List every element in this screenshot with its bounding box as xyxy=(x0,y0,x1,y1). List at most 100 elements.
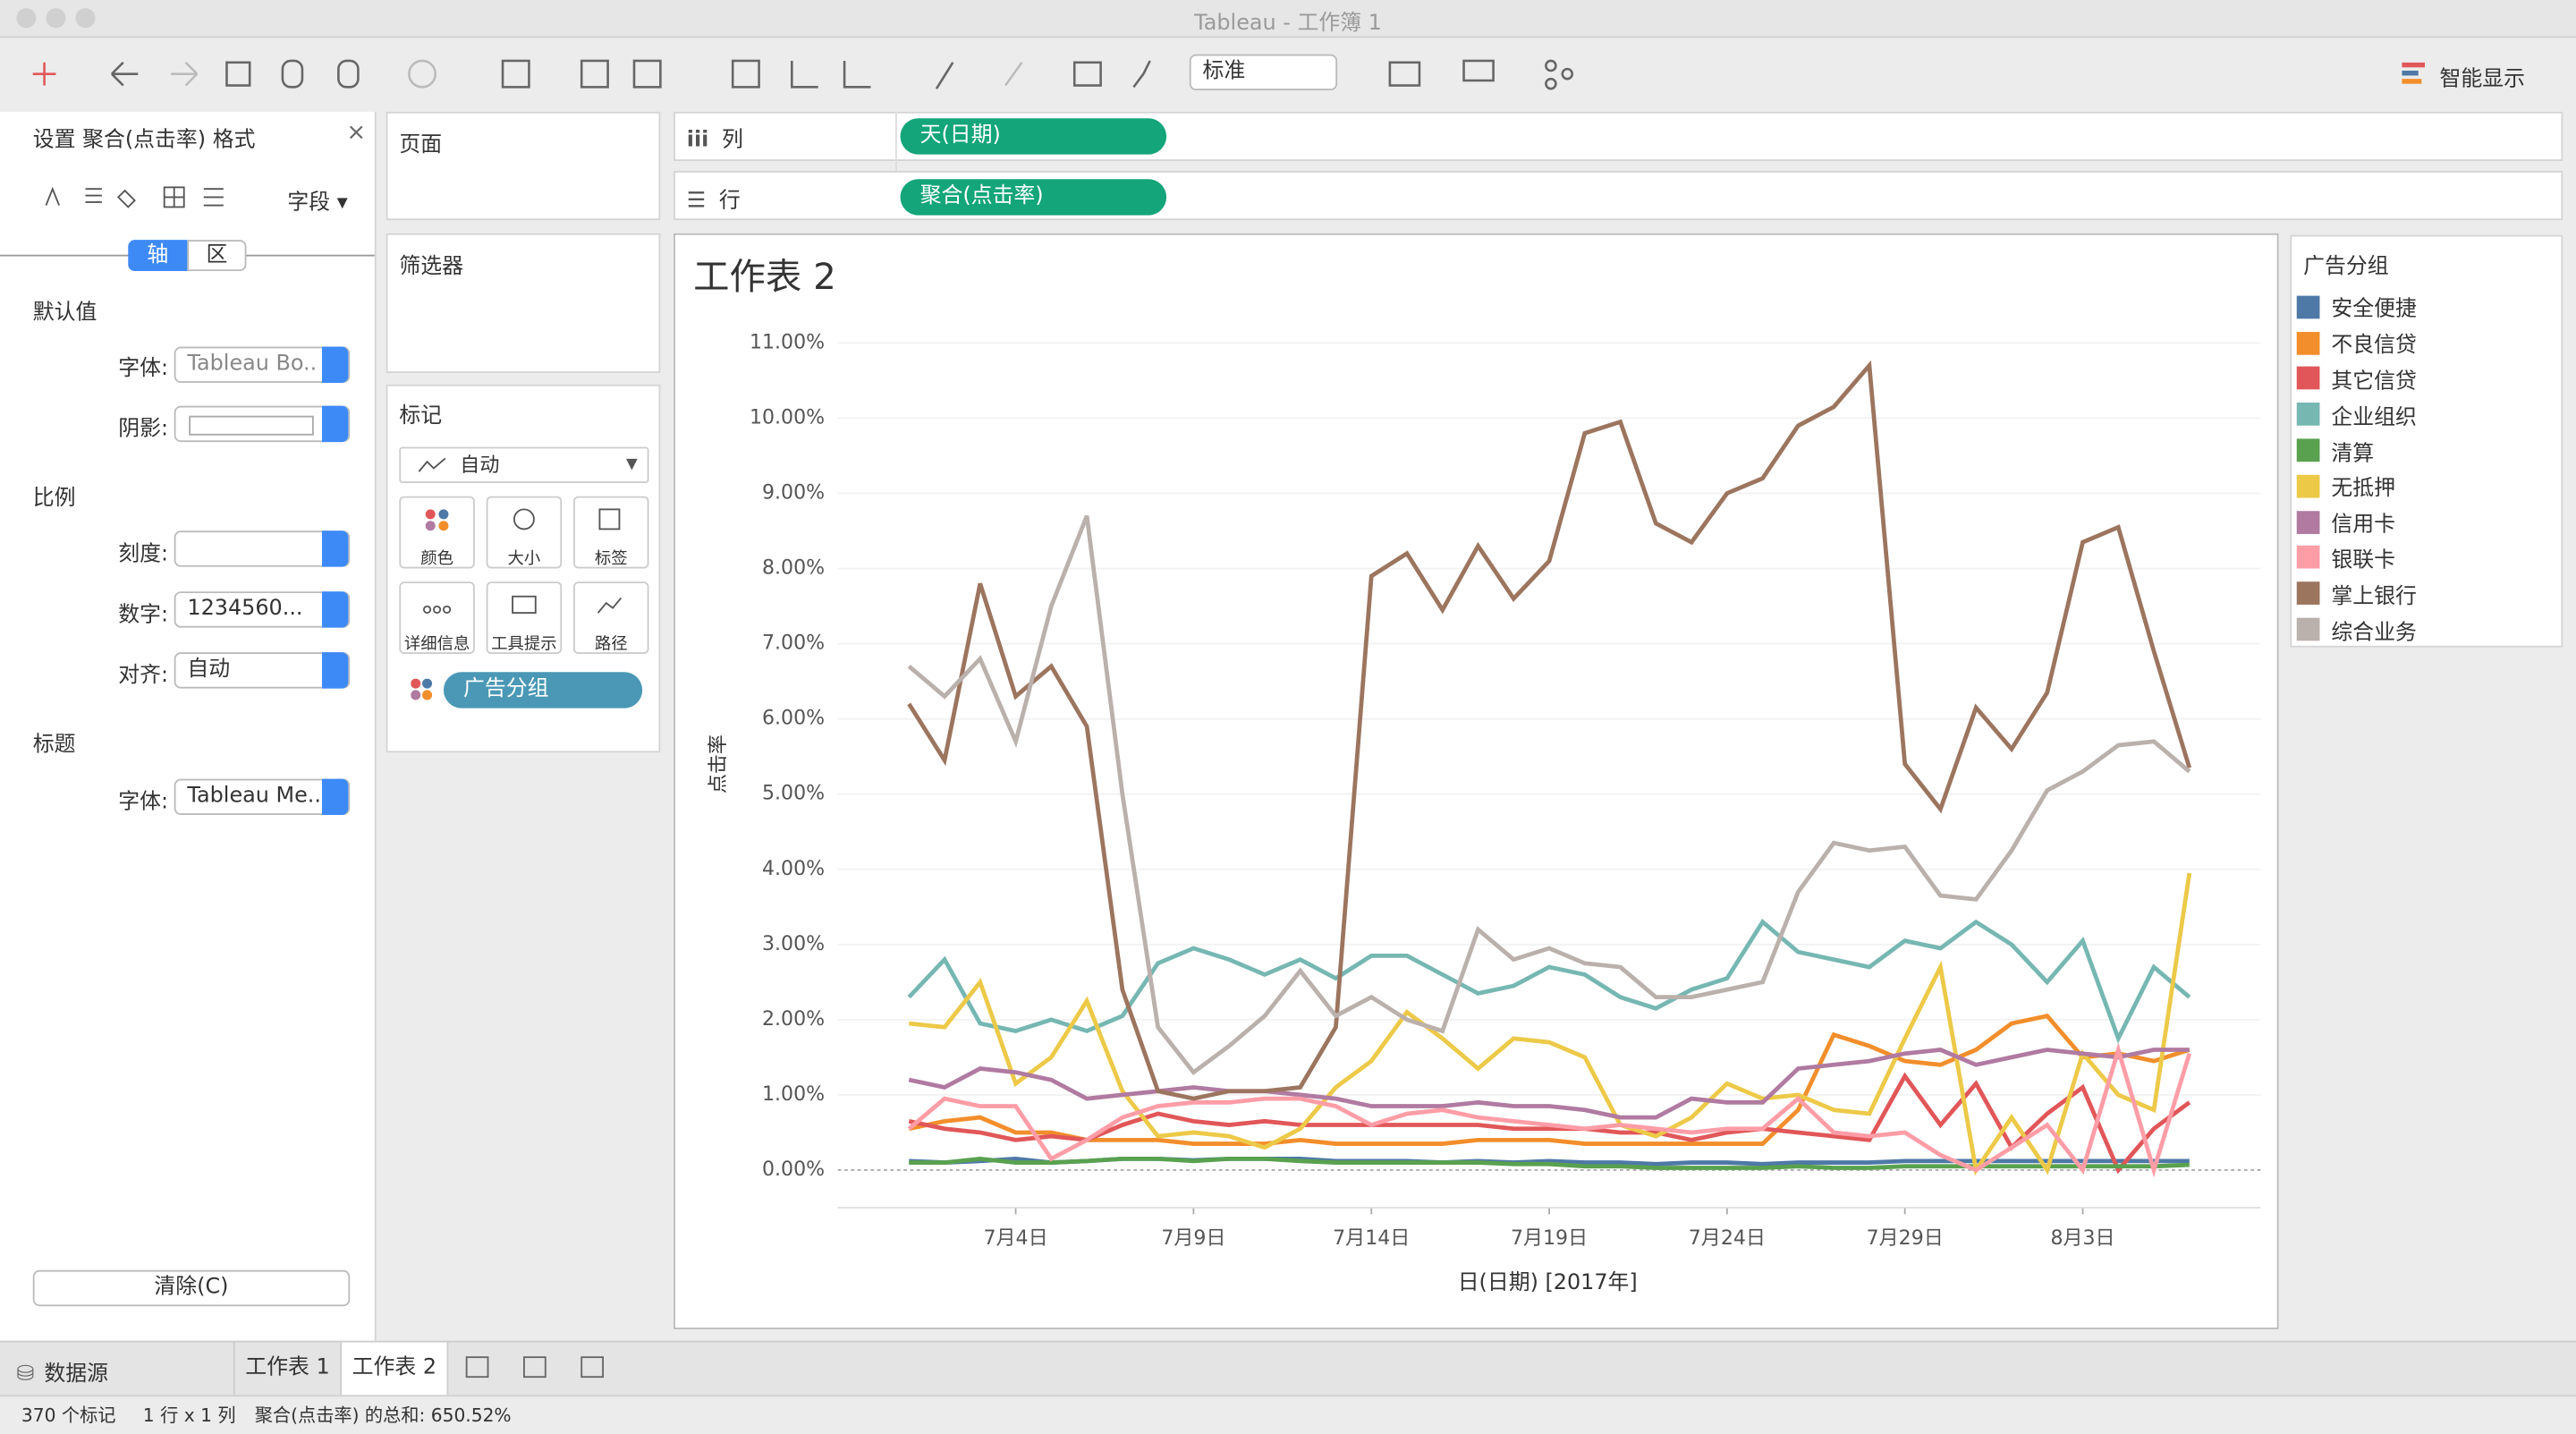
legend-item[interactable]: 信用卡 xyxy=(2296,504,2417,539)
clear-button[interactable]: 清除(C) xyxy=(32,1269,351,1307)
legend-label: 其它信贷 xyxy=(2331,369,2417,395)
legend-label: 企业组织 xyxy=(2331,405,2417,430)
legend-swatch xyxy=(2296,546,2320,570)
pages-title: 页面 xyxy=(399,132,443,158)
legend xyxy=(2290,234,2563,648)
window-title: Tableau - 工作簿 1 xyxy=(1194,11,1382,37)
y-tick-label: 1.00% xyxy=(762,1083,825,1106)
rows-label: 行 xyxy=(718,189,741,214)
tick-select[interactable] xyxy=(174,530,351,567)
legend-label: 清算 xyxy=(2331,441,2375,466)
legend-swatch xyxy=(2296,295,2320,319)
legend-item[interactable]: 企业组织 xyxy=(2296,396,2417,432)
x-tick-label: 7月9日 xyxy=(1161,1227,1225,1250)
status-sum: 聚合(点击率) 的总和: 650.52% xyxy=(254,1404,512,1427)
chart-title: 工作表 2 xyxy=(693,255,836,298)
fields-dropdown[interactable]: 字段 ▾ xyxy=(287,191,348,216)
section-default: 默认值 xyxy=(32,301,97,326)
series-line xyxy=(908,1072,2191,1175)
mark-type: 自动 xyxy=(460,453,500,477)
y-tick-label: 4.00% xyxy=(762,858,825,880)
legend-item[interactable]: 其它信贷 xyxy=(2296,361,2417,396)
pages-card xyxy=(386,111,661,221)
color-button[interactable]: 颜色 xyxy=(399,496,475,569)
color-field-pill[interactable]: 广告分组 xyxy=(443,672,643,709)
y-axis-title: 点击率 xyxy=(708,734,730,793)
sheet1-tab[interactable]: 工作表 1 xyxy=(233,1342,340,1396)
number-value: 1234560... xyxy=(187,596,303,622)
x-tick-label: 7月4日 xyxy=(984,1227,1048,1250)
legend-label: 无抵押 xyxy=(2331,477,2395,502)
legend-label: 银联卡 xyxy=(2331,548,2395,573)
tab-axis[interactable]: 轴 xyxy=(128,240,188,272)
status-marks: 370 个标记 xyxy=(21,1404,116,1427)
new-sheet-icons[interactable] xyxy=(460,1351,624,1387)
rows-pill[interactable]: 聚合(点击率) xyxy=(900,179,1167,216)
number-select[interactable]: 1234560... xyxy=(174,591,351,628)
columns-pill[interactable]: 天(日期) xyxy=(900,118,1167,155)
legend-item[interactable]: 不良信贷 xyxy=(2296,325,2417,361)
font-value: Tableau Bo.. xyxy=(187,352,318,377)
legend-item[interactable]: 无抵押 xyxy=(2296,468,2417,504)
legend-swatch xyxy=(2296,510,2320,534)
shade-select[interactable] xyxy=(174,405,351,443)
x-tick-label: 7月19日 xyxy=(1511,1227,1588,1250)
legend-item[interactable]: 安全便捷 xyxy=(2296,289,2417,325)
marks-button-icons xyxy=(422,508,622,615)
close-button[interactable]: × xyxy=(346,120,367,147)
filters-title: 筛选器 xyxy=(399,254,463,280)
filters-card xyxy=(386,233,661,373)
font-select[interactable]: Tableau Bo.. xyxy=(174,346,351,383)
legend-item[interactable]: 掌上银行 xyxy=(2296,576,2417,612)
title-font-value: Tableau Me.. xyxy=(187,784,321,809)
legend-item[interactable]: 银联卡 xyxy=(2296,540,2417,576)
legend-label: 综合业务 xyxy=(2331,620,2417,646)
title-bar xyxy=(0,0,2576,38)
label-tick: 刻度: xyxy=(118,542,169,567)
series-line xyxy=(907,514,2191,1076)
series-line xyxy=(907,918,2191,1044)
format-icons[interactable] xyxy=(39,184,236,210)
legend-swatch xyxy=(2296,581,2320,606)
columns-label: 列 xyxy=(722,128,743,153)
y-tick-label: 3.00% xyxy=(762,933,825,955)
legend-items: 安全便捷 不良信贷其它信贷企业组织清算无抵押 信用卡银联卡掌上银行综合业务 xyxy=(2296,289,2417,648)
datasource-tab[interactable]: ⛁ 数据源 xyxy=(16,1362,109,1387)
legend-swatch xyxy=(2296,617,2320,641)
y-tick-label: 9.00% xyxy=(762,481,825,504)
label-title-font: 字体: xyxy=(118,790,169,816)
tooltip-button[interactable]: 工具提示 xyxy=(486,581,563,655)
legend-title: 广告分组 xyxy=(2303,254,2389,280)
legend-item[interactable]: 清算 xyxy=(2296,432,2417,468)
title-font-select[interactable]: Tableau Me.. xyxy=(174,778,351,816)
rows-shelf-label: ☰ 行 xyxy=(686,189,741,214)
view-size-dropdown[interactable]: 标准 xyxy=(1189,54,1338,91)
x-axis-title: 日(日期) [2017年] xyxy=(1458,1269,1638,1294)
mark-type-select[interactable]: 自动 ▼ xyxy=(399,446,649,484)
show-me-button[interactable]: 智能显示 xyxy=(2439,67,2526,92)
align-value: 自动 xyxy=(187,657,231,683)
toolbar-icons[interactable] xyxy=(0,36,1643,111)
legend-item[interactable]: 综合业务 xyxy=(2296,612,2417,648)
format-pane xyxy=(0,111,377,1341)
legend-swatch xyxy=(2296,331,2320,355)
tab-pane[interactable]: 区 xyxy=(187,240,247,272)
y-tick-label: 6.00% xyxy=(762,708,825,730)
size-button[interactable]: 大小 xyxy=(486,496,563,569)
legend-label: 安全便捷 xyxy=(2331,298,2417,323)
align-select[interactable]: 自动 xyxy=(174,652,351,689)
path-button[interactable]: 路径 xyxy=(573,581,649,655)
legend-label: 掌上银行 xyxy=(2331,584,2417,609)
shelf-divider xyxy=(895,111,897,221)
section-heading: 标题 xyxy=(32,733,76,758)
sheet2-tab[interactable]: 工作表 2 xyxy=(340,1342,449,1396)
detail-button[interactable]: 详细信息 xyxy=(399,581,475,655)
window-controls[interactable] xyxy=(16,8,96,33)
series-line xyxy=(908,1014,2190,1146)
color-field-icon xyxy=(411,678,433,700)
x-tick-label: 7月24日 xyxy=(1689,1227,1766,1250)
label-button[interactable]: 标签 xyxy=(573,496,649,569)
